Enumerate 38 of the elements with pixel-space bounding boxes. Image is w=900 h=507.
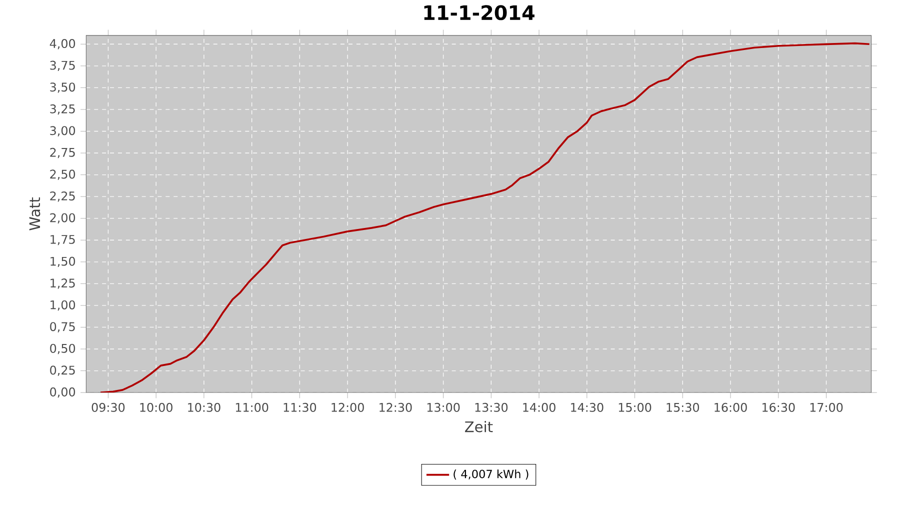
y-tick-label: 3,75 bbox=[50, 60, 75, 71]
y-tick-label: 4,00 bbox=[50, 38, 76, 50]
x-tick-label: 10:30 bbox=[188, 402, 220, 412]
line-series bbox=[100, 42, 870, 392]
x-tick-label: 12:30 bbox=[380, 402, 412, 412]
y-tick-label: 0,25 bbox=[50, 365, 75, 376]
x-tick-label: 13:30 bbox=[475, 402, 508, 412]
y-tick-label: 0,00 bbox=[50, 387, 76, 398]
x-tick-label: 11:00 bbox=[236, 402, 268, 412]
y-tick-label: 1,50 bbox=[50, 256, 76, 267]
y-tick-label: 1,25 bbox=[50, 278, 75, 289]
x-tick-label: 15:00 bbox=[618, 402, 652, 412]
y-tick-label: 1,00 bbox=[50, 300, 76, 310]
y-tick-label: 2,50 bbox=[50, 169, 76, 180]
y-tick-label: 2,75 bbox=[50, 148, 75, 158]
x-tick-label: 14:00 bbox=[523, 402, 556, 412]
x-tick-label: 16:00 bbox=[714, 402, 747, 412]
y-tick-label: 2,25 bbox=[50, 191, 75, 202]
x-tick-label: 15:30 bbox=[666, 402, 700, 412]
x-tick-label: 10:00 bbox=[140, 402, 172, 412]
x-tick-label: 13:00 bbox=[427, 402, 460, 412]
y-tick-label: 1,75 bbox=[50, 234, 75, 245]
x-tick-label: 16:30 bbox=[762, 402, 795, 412]
legend-label: ( 4,007 kWh ) bbox=[454, 469, 528, 480]
y-tick-label: 0,75 bbox=[50, 322, 75, 332]
x-tick-label: 11:30 bbox=[284, 402, 316, 412]
y-tick-label: 3,50 bbox=[50, 82, 76, 93]
x-axis-title: Zeit bbox=[465, 420, 493, 432]
x-tick-label: 14:30 bbox=[571, 402, 604, 412]
x-tick-label: 17:00 bbox=[810, 402, 843, 412]
y-tick-label: 3,25 bbox=[50, 104, 75, 114]
y-tick-label: 0,50 bbox=[50, 344, 76, 354]
chart-title: 11-1-2014 bbox=[424, 4, 534, 20]
y-axis-title: Watt bbox=[29, 197, 40, 230]
y-tick-label: 2,00 bbox=[50, 213, 76, 224]
x-tick-label: 12:00 bbox=[332, 402, 364, 412]
x-tick-label: 09:30 bbox=[92, 402, 125, 412]
y-tick-label: 3,00 bbox=[50, 126, 76, 136]
